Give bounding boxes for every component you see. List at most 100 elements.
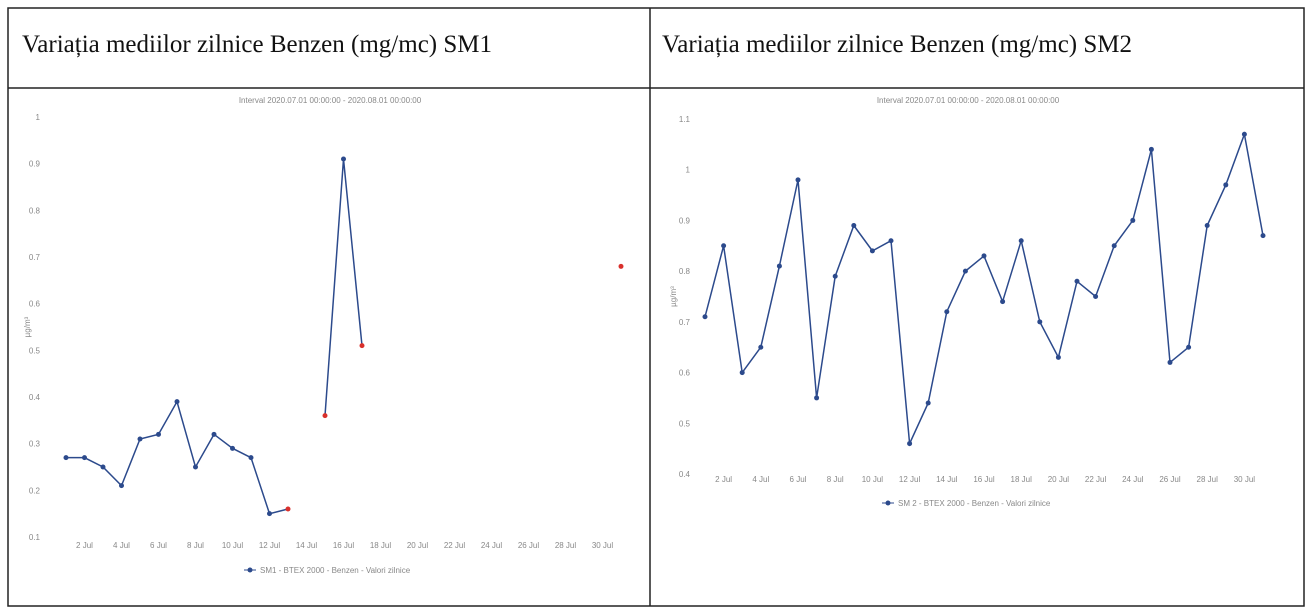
- x-tick-label: 30 Jul: [592, 541, 614, 550]
- legend-label: SM 2 - BTEX 2000 - Benzen - Valori zilni…: [898, 499, 1051, 508]
- data-point: [888, 238, 894, 244]
- y-axis-label: µg/m³: [669, 286, 678, 307]
- y-tick-label: 0.6: [29, 300, 41, 309]
- data-point: [795, 177, 801, 183]
- data-point: [1260, 233, 1266, 239]
- data-point: [739, 370, 745, 376]
- x-tick-label: 4 Jul: [752, 475, 769, 484]
- chart-subtitle: Interval 2020.07.01 00:00:00 - 2020.08.0…: [877, 96, 1060, 105]
- data-point: [618, 263, 624, 269]
- y-tick-label: 0.4: [679, 470, 691, 479]
- data-point: [776, 263, 782, 269]
- x-tick-label: 2 Jul: [715, 475, 732, 484]
- x-tick-label: 8 Jul: [187, 541, 204, 550]
- y-tick-label: 0.1: [29, 533, 41, 542]
- x-tick-label: 12 Jul: [259, 541, 281, 550]
- data-point: [925, 400, 931, 406]
- x-tick-label: 24 Jul: [1122, 475, 1144, 484]
- data-point: [962, 268, 968, 274]
- x-tick-label: 16 Jul: [333, 541, 355, 550]
- y-tick-label: 0.7: [679, 318, 691, 327]
- data-point: [814, 395, 820, 401]
- y-tick-label: 0.5: [29, 346, 41, 355]
- data-point: [341, 156, 346, 162]
- data-point: [267, 511, 272, 517]
- data-point: [137, 436, 143, 442]
- series-line: [704, 131, 1264, 447]
- y-tick-label: 0.8: [29, 206, 41, 215]
- data-point: [174, 399, 180, 405]
- data-point: [907, 441, 913, 447]
- data-point: [100, 464, 106, 470]
- y-axis-label: µg/m³: [23, 316, 32, 337]
- data-point: [63, 455, 69, 461]
- y-tick-label: 0.9: [29, 160, 41, 169]
- x-tick-label: 20 Jul: [1048, 475, 1070, 484]
- chart-subtitle: Interval 2020.07.01 00:00:00 - 2020.08.0…: [239, 96, 422, 105]
- data-point: [322, 413, 328, 419]
- x-tick-label: 20 Jul: [407, 541, 429, 550]
- data-point: [1167, 359, 1173, 365]
- data-point: [1130, 217, 1136, 223]
- data-point: [832, 273, 838, 279]
- data-point: [851, 223, 857, 228]
- x-tick-label: 8 Jul: [827, 475, 844, 484]
- data-point: [1074, 278, 1080, 284]
- data-point: [1037, 319, 1043, 325]
- y-tick-label: 0.3: [29, 440, 41, 449]
- data-point: [1204, 223, 1210, 228]
- data-point: [1111, 243, 1117, 249]
- x-tick-label: 26 Jul: [1159, 475, 1181, 484]
- x-tick-label: 18 Jul: [1011, 475, 1033, 484]
- data-point: [981, 253, 987, 259]
- table-border: [7, 7, 1305, 607]
- x-tick-label: 28 Jul: [1197, 475, 1219, 484]
- data-point: [156, 431, 161, 437]
- data-point: [1186, 344, 1192, 350]
- data-point: [211, 431, 217, 437]
- panel-header: Variația mediilor zilnice Benzen (mg/mc)…: [662, 31, 1132, 58]
- y-tick-label: 0.9: [679, 216, 691, 225]
- data-point: [359, 343, 365, 349]
- panel-header: Variația mediilor zilnice Benzen (mg/mc)…: [22, 31, 492, 58]
- x-tick-label: 10 Jul: [862, 475, 884, 484]
- y-tick-label: 0.6: [679, 369, 691, 378]
- data-point: [193, 464, 198, 470]
- x-tick-label: 22 Jul: [1085, 475, 1107, 484]
- y-tick-label: 0.5: [679, 419, 691, 428]
- data-point: [248, 455, 254, 461]
- data-point: [758, 344, 764, 350]
- y-tick-label: 0.4: [29, 393, 41, 402]
- y-tick-label: 1: [36, 113, 41, 122]
- legend-label: SM1 - BTEX 2000 - Benzen - Valori zilnic…: [260, 566, 411, 575]
- x-tick-label: 14 Jul: [296, 541, 318, 550]
- y-tick-label: 1.1: [679, 115, 691, 124]
- x-tick-label: 6 Jul: [150, 541, 167, 550]
- x-tick-label: 16 Jul: [973, 475, 995, 484]
- x-tick-label: 30 Jul: [1234, 475, 1256, 484]
- x-tick-label: 24 Jul: [481, 541, 503, 550]
- data-point: [702, 314, 708, 320]
- x-tick-label: 14 Jul: [936, 475, 958, 484]
- data-point: [1093, 294, 1099, 299]
- x-tick-label: 10 Jul: [222, 541, 244, 550]
- x-tick-label: 28 Jul: [555, 541, 577, 550]
- data-point: [721, 243, 727, 249]
- x-tick-label: 12 Jul: [899, 475, 921, 484]
- data-point: [285, 506, 291, 512]
- x-tick-label: 18 Jul: [370, 541, 392, 550]
- data-point: [119, 483, 124, 489]
- x-tick-label: 6 Jul: [790, 475, 807, 484]
- x-tick-label: 26 Jul: [518, 541, 540, 550]
- data-point: [82, 455, 87, 461]
- y-tick-label: 1: [686, 166, 691, 175]
- series-line: [66, 159, 621, 514]
- data-point: [1148, 146, 1154, 152]
- x-tick-label: 4 Jul: [113, 541, 130, 550]
- data-point: [1000, 299, 1006, 305]
- data-point: [1223, 182, 1229, 188]
- x-tick-label: 2 Jul: [76, 541, 93, 550]
- data-point: [1055, 354, 1061, 360]
- y-tick-label: 0.7: [29, 253, 41, 262]
